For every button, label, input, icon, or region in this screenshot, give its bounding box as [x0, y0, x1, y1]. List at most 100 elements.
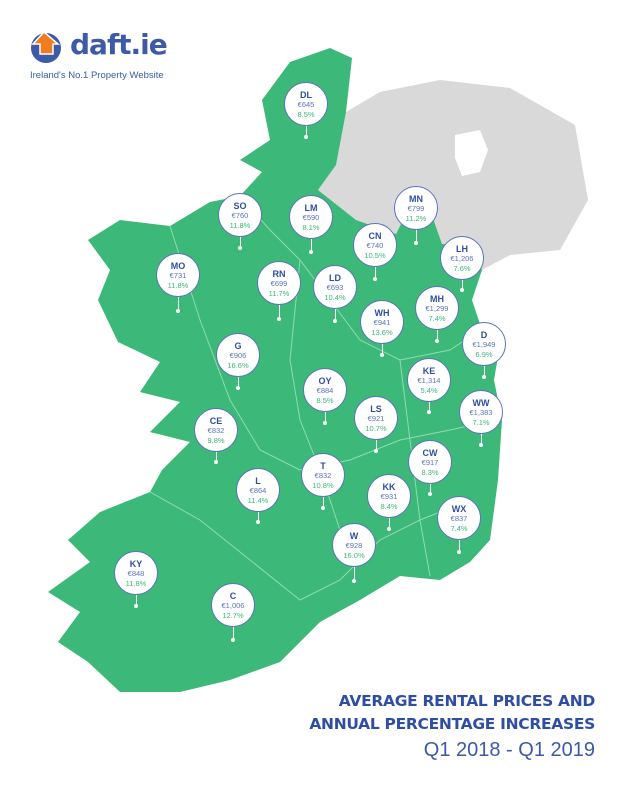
county-code: C — [229, 591, 237, 601]
pin-line — [323, 497, 324, 508]
county-change: 7.4% — [450, 524, 468, 533]
county-bubble-so[interactable]: SO €760 11.8% — [218, 193, 262, 237]
county-code: D — [480, 330, 488, 340]
county-code: KK — [382, 482, 396, 492]
county-bubble-rn[interactable]: RN €699 11.7% — [257, 261, 301, 305]
pin-line — [325, 412, 326, 423]
county-price: €832 — [314, 471, 332, 480]
county-change: 7.1% — [472, 418, 490, 427]
county-code: W — [349, 531, 359, 541]
county-change: 10.4% — [324, 293, 346, 302]
pin-line — [240, 237, 241, 248]
county-bubble-t[interactable]: T €832 10.8% — [301, 453, 345, 497]
county-bubble-ld[interactable]: LD €693 10.4% — [313, 265, 357, 309]
county-change: 8.5% — [297, 110, 315, 119]
county-bubble-ke[interactable]: KE €1,314 5.4% — [407, 358, 451, 402]
county-price: €1,383 — [469, 408, 493, 417]
county-price: €921 — [367, 414, 385, 423]
pin-line — [429, 402, 430, 412]
pin-dot — [427, 410, 431, 414]
pin-dot — [333, 319, 337, 323]
county-bubble-cn[interactable]: CN €740 10.5% — [353, 223, 397, 267]
pin-line — [335, 309, 336, 321]
pin-line — [375, 267, 376, 279]
county-bubble-cw[interactable]: CW €917 8.3% — [408, 440, 452, 484]
pin-line — [238, 377, 239, 388]
county-bubble-wh[interactable]: WH €941 13.6% — [360, 300, 404, 344]
county-change: 11.2% — [405, 214, 427, 223]
county-code: KY — [129, 559, 143, 569]
county-price: €590 — [302, 213, 320, 222]
county-price: €906 — [229, 351, 247, 360]
county-change: 8.5% — [316, 396, 334, 405]
pin-dot — [134, 604, 138, 608]
pin-line — [430, 484, 431, 494]
county-borders — [149, 195, 496, 601]
county-code: G — [234, 341, 242, 351]
county-code: OY — [318, 376, 332, 386]
pin-line — [437, 330, 438, 341]
county-code: CW — [422, 448, 438, 458]
county-change: 8.4% — [380, 502, 398, 511]
title-period: Q1 2018 - Q1 2019 — [423, 739, 595, 761]
county-bubble-d[interactable]: D €1,949 6.9% — [462, 322, 506, 366]
county-change: 16.6% — [227, 361, 249, 370]
county-bubble-kk[interactable]: KK €931 8.4% — [367, 474, 411, 518]
county-code: KE — [422, 366, 436, 376]
county-bubble-ky[interactable]: KY €848 11.8% — [114, 551, 158, 595]
county-price: €832 — [207, 426, 225, 435]
pin-line — [382, 344, 383, 355]
county-price: €837 — [450, 514, 468, 523]
county-bubble-ls[interactable]: LS €921 10.7% — [354, 396, 398, 440]
county-price: €699 — [270, 279, 288, 288]
pin-line — [306, 126, 307, 137]
county-bubble-dl[interactable]: DL €645 8.5% — [284, 82, 328, 126]
county-change: 11.4% — [247, 496, 269, 505]
pin-dot — [323, 421, 327, 425]
county-price: €864 — [249, 486, 267, 495]
county-bubble-lm[interactable]: LM €590 8.1% — [289, 195, 333, 239]
pin-dot — [482, 375, 486, 379]
county-change: 11.8% — [229, 221, 251, 230]
pin-line — [462, 280, 463, 290]
infographic-title: AVERAGE RENTAL PRICES AND ANNUAL PERCENT… — [309, 690, 595, 764]
county-change: 11.8% — [167, 281, 189, 290]
county-change: 10.7% — [365, 424, 387, 433]
county-bubble-ce[interactable]: CE €832 9.8% — [194, 408, 238, 452]
county-bubble-g[interactable]: G €906 16.6% — [216, 333, 260, 377]
pin-line — [311, 239, 312, 252]
pin-line — [178, 297, 179, 311]
county-bubble-c[interactable]: C €1,006 12.7% — [211, 583, 255, 627]
pin-dot — [374, 449, 378, 453]
county-code: WH — [374, 308, 390, 318]
county-price: €917 — [421, 458, 439, 467]
county-code: LH — [456, 244, 468, 254]
county-bubble-mh[interactable]: MH €1,299 7.4% — [415, 286, 459, 330]
pin-dot — [238, 246, 242, 250]
county-bubble-mo[interactable]: MO €731 11.8% — [156, 253, 200, 297]
pin-dot — [309, 250, 313, 254]
pin-line — [484, 366, 485, 377]
county-change: 11.8% — [125, 579, 147, 588]
county-bubble-w[interactable]: W €928 16.0% — [332, 523, 376, 567]
county-code: CE — [209, 416, 223, 426]
county-change: 8.1% — [302, 223, 320, 232]
county-price: €1,299 — [425, 304, 449, 313]
county-price: €928 — [345, 541, 363, 550]
pin-line — [233, 627, 234, 640]
county-code: SO — [233, 201, 247, 211]
county-change: 6.9% — [475, 350, 493, 359]
county-bubble-ww[interactable]: WW €1,383 7.1% — [459, 390, 503, 434]
county-change: 12.7% — [222, 611, 244, 620]
county-price: €848 — [127, 569, 145, 578]
county-change: 5.4% — [420, 386, 438, 395]
house-arrow-icon — [31, 30, 61, 63]
republic-of-ireland-region — [48, 48, 502, 692]
county-bubble-lh[interactable]: LH €1,206 7.6% — [440, 236, 484, 280]
county-bubble-oy[interactable]: OY €884 8.5% — [303, 368, 347, 412]
county-bubble-wx[interactable]: WX €837 7.4% — [437, 496, 481, 540]
county-bubble-mn[interactable]: MN €799 11.2% — [394, 186, 438, 230]
pin-line — [216, 452, 217, 462]
pin-line — [389, 518, 390, 529]
county-bubble-l[interactable]: L €864 11.4% — [236, 468, 280, 512]
